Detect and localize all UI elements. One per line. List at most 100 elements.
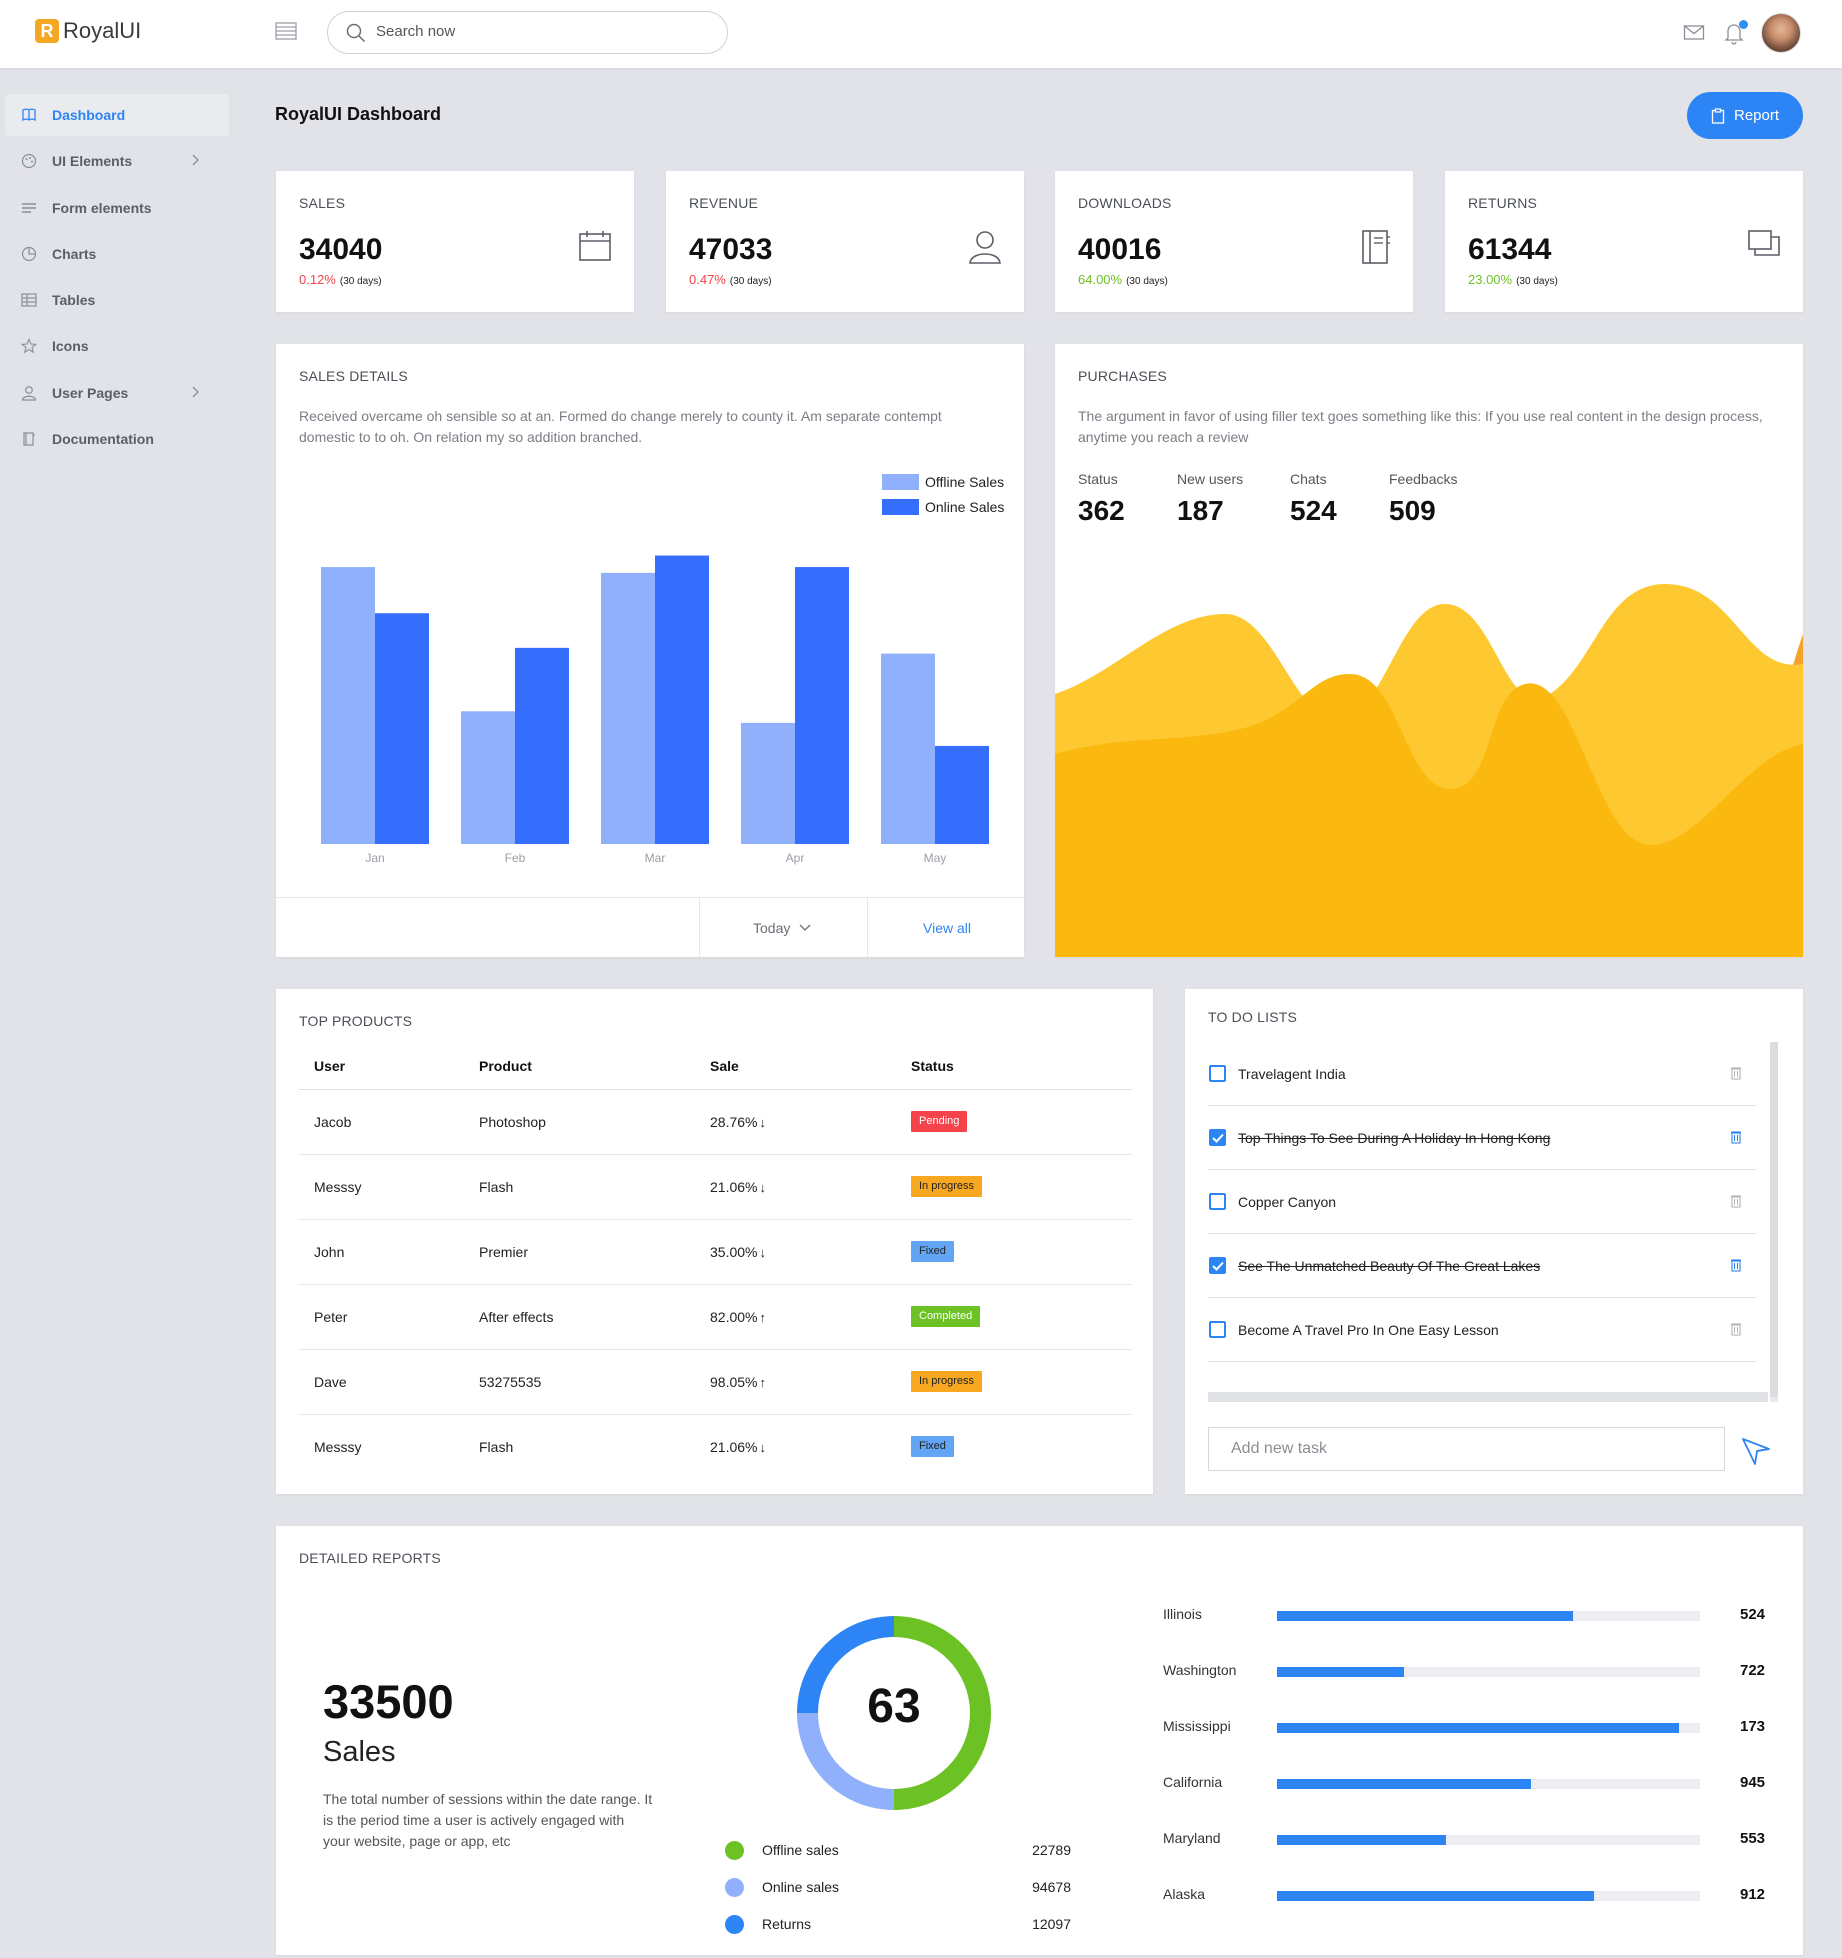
status-badge: Fixed <box>911 1241 954 1262</box>
add-task-input[interactable] <box>1208 1427 1725 1471</box>
sidebar-item-user-pages[interactable]: User Pages <box>5 372 229 414</box>
state-row: California 945 <box>1163 1772 1805 1794</box>
x-tick-label: Mar <box>645 851 666 865</box>
send-icon[interactable] <box>1741 1437 1771 1467</box>
total-sales-label: Sales <box>323 1736 396 1768</box>
sidebar-item-form-elements[interactable]: Form elements <box>5 187 229 229</box>
todo-horizontal-scrollbar[interactable] <box>1208 1392 1768 1402</box>
column-header: User <box>299 1043 464 1090</box>
bell-icon[interactable] <box>1724 20 1744 46</box>
todo-checkbox[interactable] <box>1209 1129 1226 1146</box>
metric-label: Status <box>1078 471 1118 487</box>
todo-item[interactable]: Travelagent India <box>1208 1042 1756 1106</box>
stat-card-returns: RETURNS 61344 23.00% (30 days) <box>1445 171 1803 312</box>
mail-icon[interactable] <box>1683 20 1705 44</box>
search-input[interactable] <box>376 23 706 40</box>
sidebar-item-documentation[interactable]: Documentation <box>5 418 229 460</box>
search-bar[interactable] <box>327 11 728 54</box>
cell-status: Fixed <box>896 1219 1132 1285</box>
table-row[interactable]: Peter After effects 82.00% ↑ Completed <box>299 1284 1132 1350</box>
brand-logo[interactable]: R RoyalUI <box>35 18 141 44</box>
status-badge: In progress <box>911 1371 983 1392</box>
total-sales-description: The total number of sessions within the … <box>323 1791 653 1849</box>
progress-track <box>1277 1611 1700 1621</box>
page-title: RoyalUI Dashboard <box>275 104 442 124</box>
stat-change: 23.00% <box>1468 272 1513 287</box>
state-value: 912 <box>1740 1886 1766 1903</box>
progress-fill <box>1277 1891 1595 1901</box>
chevron-right-icon <box>192 386 199 398</box>
todo-checkbox[interactable] <box>1209 1321 1226 1338</box>
arrow-down-icon: ↓ <box>759 1439 766 1455</box>
report-button[interactable]: Report <box>1687 92 1803 139</box>
todo-checkbox[interactable] <box>1209 1193 1226 1210</box>
sidebar-item-ui-elements[interactable]: UI Elements <box>5 140 229 182</box>
todo-item[interactable]: See The Unmatched Beauty Of The Great La… <box>1208 1234 1756 1298</box>
sidebar-item-dashboard[interactable]: Dashboard <box>5 94 229 136</box>
table-row[interactable]: John Premier 35.00% ↓ Fixed <box>299 1219 1132 1285</box>
table-row[interactable]: Jacob Photoshop 28.76% ↓ Pending <box>299 1089 1132 1155</box>
menu-toggle-icon[interactable] <box>275 22 297 40</box>
table-row[interactable]: Messsy Flash 21.06% ↓ Fixed <box>299 1414 1132 1479</box>
progress-track <box>1277 1891 1700 1901</box>
sidebar-item-charts[interactable]: Charts <box>5 233 229 275</box>
cell-product: After effects <box>464 1284 695 1350</box>
trash-icon[interactable] <box>1730 1258 1742 1272</box>
arrow-down-icon: ↓ <box>759 1179 766 1195</box>
trash-icon[interactable] <box>1730 1194 1742 1208</box>
sidebar-item-label: Charts <box>52 246 97 262</box>
legend-swatch <box>882 474 919 490</box>
cell-product: 53275535 <box>464 1349 695 1415</box>
trash-icon[interactable] <box>1730 1322 1742 1336</box>
state-name: Washington <box>1163 1662 1237 1678</box>
pie-chart-icon <box>19 246 39 262</box>
card-title: PURCHASES <box>1078 368 1167 384</box>
cell-product: Flash <box>464 1154 695 1220</box>
table-row[interactable]: Dave 53275535 98.05% ↑ In progress <box>299 1349 1132 1415</box>
card-title: TOP PRODUCTS <box>299 1013 413 1029</box>
todo-item[interactable]: Copper Canyon <box>1208 1170 1756 1234</box>
sidebar-item-label: Icons <box>52 338 89 354</box>
period-select[interactable]: Today <box>753 920 811 936</box>
purchases-card: PURCHASES The argument in favor of using… <box>1055 344 1803 957</box>
legend-value: 12097 <box>1032 1916 1071 1932</box>
cell-status: In progress <box>896 1154 1132 1220</box>
sidebar-item-label: Documentation <box>52 431 154 447</box>
calendar-icon <box>579 231 611 261</box>
sidebar-item-tables[interactable]: Tables <box>5 279 229 321</box>
dashboard-icon <box>19 107 39 123</box>
todo-item[interactable]: Top Things To See During A Holiday In Ho… <box>1208 1106 1756 1170</box>
chevron-right-icon <box>192 154 199 166</box>
sidebar-item-icons[interactable]: Icons <box>5 325 229 367</box>
todo-checkbox[interactable] <box>1209 1257 1226 1274</box>
card-title: DETAILED REPORTS <box>299 1550 441 1566</box>
cell-sale: 21.06% ↓ <box>695 1414 896 1479</box>
progress-fill <box>1277 1611 1574 1621</box>
check-icon <box>1211 1261 1224 1271</box>
trash-icon[interactable] <box>1730 1066 1742 1080</box>
bar-offline-sales-jan <box>321 567 375 844</box>
stat-card-revenue: REVENUE 47033 0.47% (30 days) <box>666 171 1024 312</box>
todo-text: Top Things To See During A Holiday In Ho… <box>1238 1129 1551 1146</box>
state-name: California <box>1163 1774 1223 1790</box>
legend-item-online: Online Sales <box>882 499 1004 515</box>
todo-item[interactable]: Become A Travel Pro In One Easy Lesson <box>1208 1298 1756 1362</box>
table-row[interactable]: Messsy Flash 21.06% ↓ In progress <box>299 1154 1132 1220</box>
cell-status: Pending <box>896 1089 1132 1155</box>
progress-fill <box>1277 1723 1679 1733</box>
scrollbar-thumb[interactable] <box>1770 1042 1778 1397</box>
legend-swatch <box>882 499 919 515</box>
user-avatar[interactable] <box>1761 13 1801 53</box>
status-badge: In progress <box>911 1176 983 1197</box>
view-all-link[interactable]: View all <box>923 920 971 936</box>
stat-period: (30 days) <box>1126 276 1168 287</box>
state-row: Mississippi 173 <box>1163 1716 1805 1738</box>
state-row: Washington 722 <box>1163 1660 1805 1682</box>
todo-checkbox[interactable] <box>1209 1065 1226 1082</box>
trash-icon[interactable] <box>1730 1130 1742 1144</box>
bar-online-sales-apr <box>795 567 849 844</box>
list-icon <box>19 202 39 214</box>
state-value: 722 <box>1740 1662 1766 1679</box>
todo-vertical-scrollbar[interactable] <box>1770 1042 1778 1402</box>
layers-icon <box>1748 230 1780 256</box>
